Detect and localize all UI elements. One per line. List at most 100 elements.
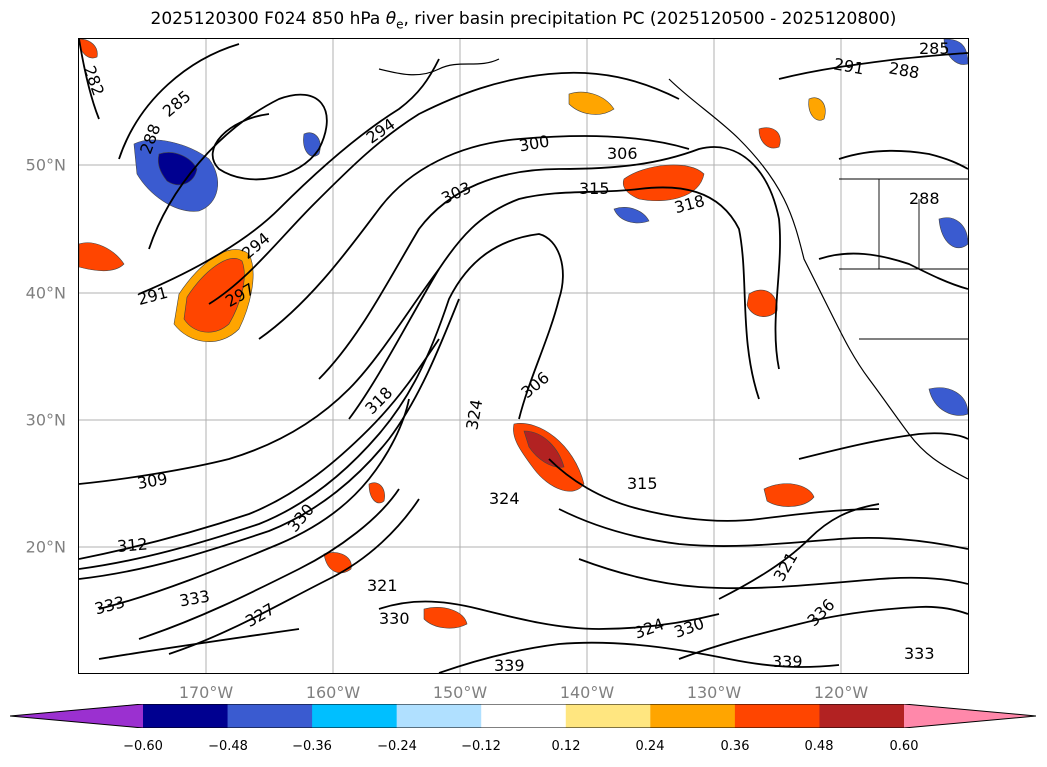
lat-tick-label: 50°N — [25, 155, 66, 175]
contour-label: 291 — [832, 54, 865, 78]
lat-tick-label: 40°N — [25, 283, 66, 303]
precip-area-positive-core — [183, 258, 245, 333]
graticule — [79, 39, 968, 673]
colorbar-tick-label: 0.48 — [804, 739, 834, 754]
colorbar-extend-low — [10, 704, 143, 728]
map-canvas: 282 285 288 291 294 294 297 300 303 306 … — [79, 39, 968, 673]
contour-315 — [79, 233, 564, 570]
state-borders — [839, 179, 968, 340]
colorbar-tick-label: −0.12 — [461, 739, 501, 754]
lat-tick-label: 20°N — [25, 537, 66, 557]
precip-shading — [79, 39, 968, 629]
precip-area-negative — [943, 39, 968, 65]
contour-label: 315 — [579, 179, 610, 198]
lon-tick-label: 170°W — [178, 683, 234, 702]
colorbar-cell — [227, 704, 313, 728]
contour-label: 282 — [80, 63, 108, 98]
title-theta: θ — [385, 9, 397, 29]
contour-315b — [548, 458, 880, 522]
map-title: 2025120300 F024 850 hPa θe, river basin … — [0, 9, 1047, 31]
contour-label: 303 — [438, 178, 474, 208]
contour-330 — [378, 600, 720, 630]
contour-label: 324 — [631, 614, 666, 642]
title-subscript: e — [396, 17, 404, 32]
precip-area-negative — [928, 387, 968, 416]
map-panel: 282 285 288 291 294 294 297 300 303 306 … — [78, 38, 969, 674]
precip-area-positive — [758, 127, 781, 149]
political-borders — [839, 178, 968, 340]
coastline — [378, 58, 968, 480]
contour-288 — [148, 93, 328, 250]
title-prefix: 2025120300 F024 850 hPa — [150, 9, 386, 29]
contour-label: 339 — [494, 656, 525, 673]
contour-309 — [79, 268, 440, 485]
contour-label: 324 — [489, 489, 520, 508]
contour-label: 288 — [909, 189, 940, 208]
contour-282 — [79, 39, 100, 120]
contour-label: 333 — [904, 644, 935, 663]
contour-333 — [98, 628, 300, 660]
contour-label: 294 — [363, 114, 399, 147]
contour-label: 288 — [887, 58, 920, 82]
contour-321 — [98, 398, 410, 610]
contour-label: 321 — [770, 549, 802, 585]
colorbar-cell — [396, 704, 482, 728]
contour-label: 333 — [92, 592, 126, 618]
colorbar-tick-label: −0.24 — [377, 739, 417, 754]
contour-324 — [138, 488, 400, 640]
contour-label: 339 — [772, 652, 803, 671]
colorbar-tick-label: 0.24 — [635, 739, 665, 754]
precip-area-positive — [79, 242, 125, 272]
contour-303 — [318, 146, 781, 380]
precip-area-positive-core — [523, 430, 565, 468]
contour-333b — [678, 605, 968, 660]
contour-label: 306 — [607, 144, 638, 163]
lon-tick-label: 130°W — [686, 683, 742, 702]
colorbar-cell — [481, 704, 567, 728]
precip-area-positive — [323, 552, 352, 574]
contour-label: 330 — [672, 614, 707, 642]
precip-area-positive — [368, 482, 385, 504]
contour-291 — [138, 58, 440, 295]
contour-294 — [208, 71, 680, 305]
contour-297b — [818, 252, 968, 290]
contour-339 — [438, 641, 840, 673]
contour-label: 285 — [159, 87, 195, 121]
contour-label: 330 — [284, 500, 318, 536]
contour-label: 309 — [136, 469, 169, 493]
precip-area-negative — [303, 132, 321, 157]
colorbar — [10, 704, 1036, 728]
coastline-north-america — [668, 78, 968, 480]
colorbar-tick-label: 0.60 — [889, 739, 919, 754]
coastline-alaska — [378, 58, 500, 76]
contour-336 — [718, 503, 880, 600]
contour-label: 318 — [361, 383, 396, 418]
contour-327 — [168, 498, 420, 655]
lon-tick-label: 160°W — [305, 683, 361, 702]
contour-288b — [778, 52, 968, 80]
colorbar-tick-label: 0.12 — [551, 739, 581, 754]
precip-area-positive — [763, 483, 815, 507]
contour-label: 324 — [462, 398, 486, 431]
contour-label: 306 — [517, 368, 553, 402]
contour-321b — [578, 558, 968, 590]
colorbar-cell — [819, 704, 905, 728]
colorbar-extend-high — [904, 704, 1036, 728]
lon-tick-label: 120°W — [813, 683, 869, 702]
contour-label: 300 — [517, 131, 550, 155]
precip-area-positive — [746, 289, 778, 317]
contour-312 — [79, 338, 440, 560]
precip-area-positive — [568, 91, 615, 115]
precip-area-positive — [622, 164, 705, 202]
colorbar-cell — [734, 704, 820, 728]
contour-label: 312 — [116, 534, 148, 556]
colorbar-cell — [312, 704, 398, 728]
colorbar-tick-label: −0.60 — [123, 739, 163, 754]
contour-label: 285 — [919, 39, 950, 58]
colorbar-tick-label: −0.36 — [292, 739, 332, 754]
contour-291b — [838, 149, 968, 170]
contour-300 — [258, 135, 690, 340]
lon-tick-label: 150°W — [432, 683, 488, 702]
precip-area-negative — [938, 217, 968, 249]
contour-label: 321 — [367, 576, 398, 595]
